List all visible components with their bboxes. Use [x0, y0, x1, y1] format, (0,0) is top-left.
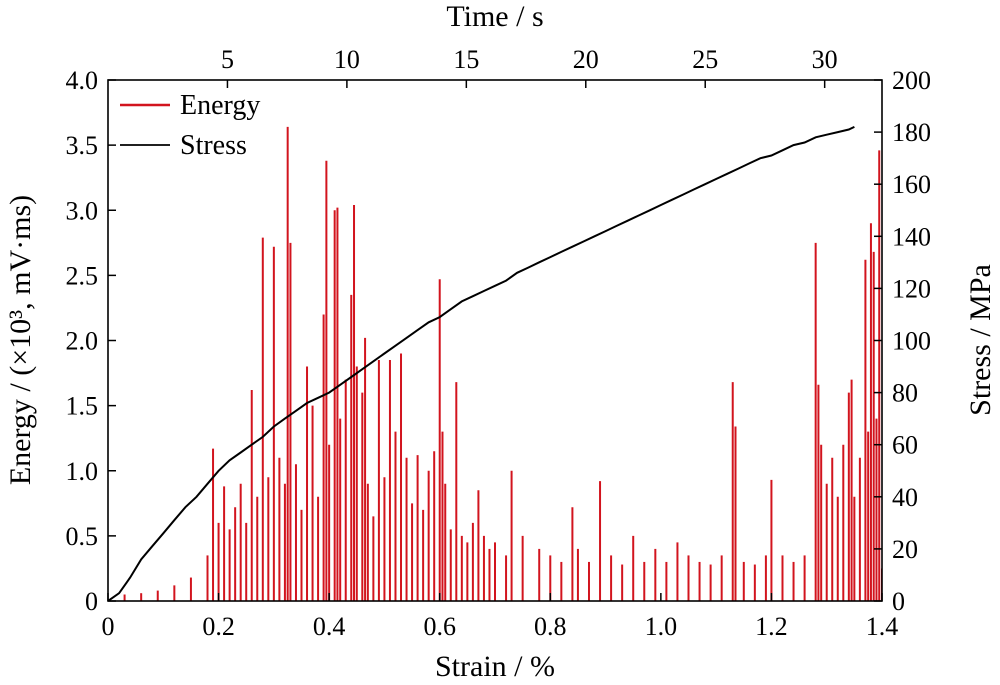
x-tick-label: 1.0	[645, 612, 678, 641]
y-right-tick-label: 180	[892, 118, 931, 147]
y-left-tick-label: 2.0	[66, 327, 99, 356]
y-left-tick-label: 0.5	[66, 522, 99, 551]
y-left-tick-label: 2.5	[66, 261, 99, 290]
y-right-tick-label: 120	[892, 274, 931, 303]
top-axis: 5 10 15 20 25 30	[221, 45, 838, 88]
legend-stress-label: Stress	[180, 130, 247, 161]
x-tick-label: 1.2	[755, 612, 788, 641]
legend-energy-label: Energy	[180, 90, 260, 121]
top-tick-label: 20	[573, 45, 599, 74]
y-right-tick-label: 100	[892, 327, 931, 356]
stress-series	[108, 125, 855, 601]
top-tick-label: 10	[334, 45, 360, 74]
top-tick-label: 30	[812, 45, 838, 74]
x-axis-title: Strain / %	[435, 650, 555, 683]
y-right-tick-label: 60	[892, 431, 918, 460]
bottom-axis: 0 0.2 0.4 0.6 0.8 1.0 1.2 1.4	[102, 593, 899, 641]
y-right-tick-label: 200	[892, 66, 931, 95]
y-right-tick-label: 20	[892, 535, 918, 564]
y-right-tick-label: 0	[892, 587, 905, 616]
x-tick-label: 0.6	[423, 612, 456, 641]
right-axis-title: Stress / MPa	[964, 264, 997, 416]
legend: Energy Stress	[120, 90, 260, 161]
y-left-tick-label: 4.0	[66, 66, 99, 95]
top-axis-title: Time / s	[446, 0, 543, 33]
x-tick-label: 0.2	[202, 612, 235, 641]
right-axis: 0 20 40 60 80 100 120 140 160 180 200	[874, 66, 931, 616]
y-right-tick-label: 140	[892, 222, 931, 251]
stress-line	[108, 125, 855, 601]
y-left-tick-label: 1.5	[66, 392, 99, 421]
x-tick-label: 0.8	[534, 612, 567, 641]
y-right-tick-label: 160	[892, 170, 931, 199]
energy-series	[123, 126, 882, 601]
y-left-tick-label: 3.0	[66, 196, 99, 225]
x-tick-label: 0.4	[313, 612, 346, 641]
left-axis-title: Energy / (×10³, mV·ms)	[4, 195, 37, 485]
y-right-tick-label: 40	[892, 483, 918, 512]
y-left-tick-label: 0	[85, 587, 98, 616]
top-tick-label: 25	[692, 45, 718, 74]
left-axis: 0 0.5 1.0 1.5 2.0 2.5 3.0 3.5 4.0	[66, 66, 116, 616]
x-tick-label: 0	[102, 612, 115, 641]
top-tick-label: 5	[221, 45, 234, 74]
y-right-tick-label: 80	[892, 379, 918, 408]
top-tick-label: 15	[453, 45, 479, 74]
y-left-tick-label: 1.0	[66, 457, 99, 486]
x-tick-label: 1.4	[866, 612, 899, 641]
y-left-tick-label: 3.5	[66, 131, 99, 160]
